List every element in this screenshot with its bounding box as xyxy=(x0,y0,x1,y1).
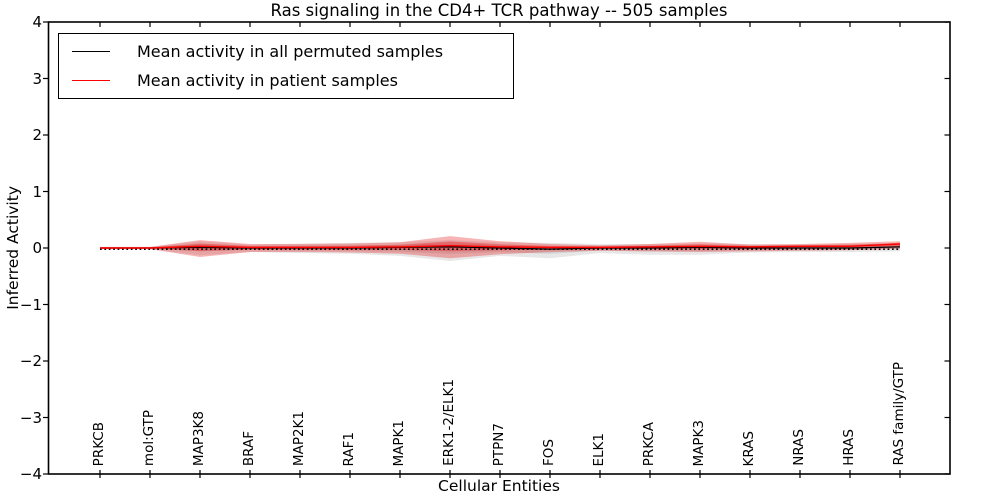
x-tick-label-wrap: RAF1 xyxy=(340,266,360,466)
x-tick-label-wrap: ELK1 xyxy=(590,266,610,467)
x-tick-label-wrap: RAS family/GTP xyxy=(890,266,910,466)
x-tick-label-wrap: HRAS xyxy=(840,266,860,466)
x-tick-label: ERK1-2/ELK1 xyxy=(441,379,458,466)
red-line-icon xyxy=(72,80,110,81)
x-tick-label-wrap: FOS xyxy=(540,266,560,466)
patient-mean-line xyxy=(100,243,901,249)
x-tick-label-wrap: PRKCB xyxy=(90,266,110,466)
legend-label-permuted: Mean activity in all permuted samples xyxy=(137,42,444,61)
x-tick-label: HRAS xyxy=(841,429,858,466)
permuted-mean-line xyxy=(100,246,901,250)
x-tick-label-wrap: PRKCA xyxy=(640,266,660,466)
y-tick-label: 4 xyxy=(32,13,42,31)
x-tick-label: PRKCA xyxy=(641,421,658,466)
legend-entry-patient: Mean activity in patient samples xyxy=(59,66,513,95)
x-tick-label: PRKCB xyxy=(91,421,108,466)
black-line-icon xyxy=(72,51,110,52)
legend: Mean activity in all permuted samples Me… xyxy=(58,33,514,99)
x-tick-label: MAPK3 xyxy=(691,419,708,466)
chart-title: Ras signaling in the CD4+ TCR pathway --… xyxy=(270,1,728,20)
x-tick-label-wrap: BRAF xyxy=(240,266,260,466)
x-tick-label: NRAS xyxy=(791,429,808,466)
x-tick-label: RAF1 xyxy=(341,431,358,466)
x-tick-label: MAPK1 xyxy=(391,419,408,466)
x-tick-label: MAP2K1 xyxy=(291,410,308,466)
y-tick-label: −3 xyxy=(19,408,42,427)
x-tick-label-wrap: mol:GTP xyxy=(140,266,160,466)
x-tick-label-wrap: MAPK1 xyxy=(390,266,410,466)
x-tick-label: ELK1 xyxy=(591,432,608,467)
x-tick-label: FOS xyxy=(541,439,558,466)
x-axis-label: Cellular Entities xyxy=(438,477,560,495)
legend-entry-permuted: Mean activity in all permuted samples xyxy=(59,37,513,66)
y-tick-label: −4 xyxy=(19,465,42,483)
y-tick-label: 3 xyxy=(32,69,42,88)
x-tick-label-wrap: PTPN7 xyxy=(490,266,510,466)
y-tick-label: 0 xyxy=(32,239,42,257)
y-tick-label: 1 xyxy=(32,182,42,201)
x-tick-label: RAS family/GTP xyxy=(891,362,908,466)
y-tick-label: −2 xyxy=(19,352,42,370)
legend-label-patient: Mean activity in patient samples xyxy=(137,71,398,90)
x-tick-label-wrap: KRAS xyxy=(740,266,760,467)
y-tick-label: −1 xyxy=(19,295,42,314)
x-tick-label: BRAF xyxy=(241,430,258,466)
permuted-band-outer xyxy=(100,240,900,261)
x-tick-label-wrap: ERK1-2/ELK1 xyxy=(440,266,460,466)
x-tick-label-wrap: MAP2K1 xyxy=(290,266,310,466)
x-tick-label: MAP3K8 xyxy=(191,410,208,466)
x-tick-label: mol:GTP xyxy=(141,409,158,466)
x-tick-label-wrap: MAP3K8 xyxy=(190,266,210,466)
y-tick-label: 2 xyxy=(32,126,42,144)
x-tick-label-wrap: MAPK3 xyxy=(690,266,710,466)
x-tick-label: KRAS xyxy=(741,430,758,467)
x-tick-label: PTPN7 xyxy=(491,422,508,466)
x-tick-label-wrap: NRAS xyxy=(790,266,810,466)
